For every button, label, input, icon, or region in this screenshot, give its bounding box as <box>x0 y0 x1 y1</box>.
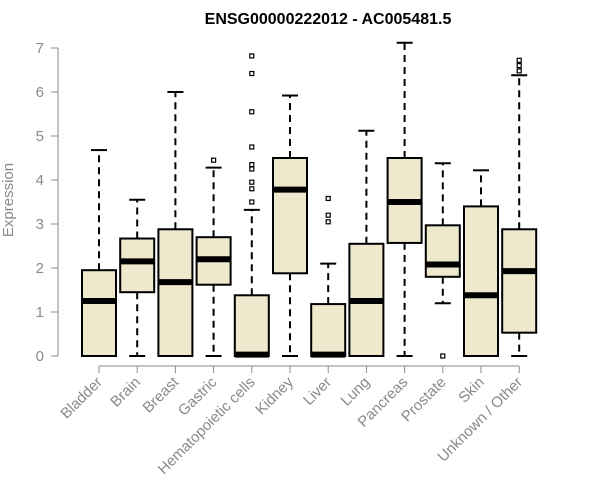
outlier-point <box>325 212 331 218</box>
y-tick-label: 5 <box>36 128 44 145</box>
y-tick-label: 6 <box>36 84 44 101</box>
outlier-point <box>249 179 255 185</box>
y-tick-label: 2 <box>36 260 44 277</box>
y-tick-label: 1 <box>36 304 44 321</box>
outlier-point <box>440 353 446 359</box>
iqr-box <box>424 224 461 278</box>
outlier-point <box>516 62 522 69</box>
box-1 <box>119 198 156 357</box>
outlier-point <box>516 57 522 63</box>
iqr-box <box>157 228 194 357</box>
iqr-box <box>119 237 156 294</box>
outlier-point <box>249 53 255 59</box>
outlier-point <box>211 157 217 163</box>
outlier-point <box>325 219 331 225</box>
box-4 <box>233 53 270 358</box>
y-tick-label: 7 <box>36 40 44 57</box>
iqr-box <box>501 228 538 334</box>
y-axis-label: Expression <box>0 163 17 237</box>
box-10 <box>463 169 499 357</box>
x-tick-label: Bladder <box>57 374 106 423</box>
x-tick-label: Brain <box>107 374 144 411</box>
x-tick-label: Kidney <box>252 373 297 418</box>
outlier-point <box>325 195 331 202</box>
box-5 <box>272 94 308 357</box>
box-2 <box>157 91 194 357</box>
box-6 <box>310 195 347 358</box>
box-11 <box>501 57 538 357</box>
outlier-point <box>249 162 255 168</box>
box-8 <box>386 41 423 357</box>
x-tick-label: Skin <box>455 374 488 407</box>
outlier-point <box>249 166 255 172</box>
y-tick-label: 0 <box>36 348 44 365</box>
iqr-box <box>272 157 308 275</box>
boxes <box>81 41 538 359</box>
y-axis: 0 1 2 3 4 5 6 7 <box>36 40 59 365</box>
iqr-box <box>310 303 347 357</box>
box-0 <box>81 149 117 358</box>
iqr-box <box>81 269 117 358</box>
x-tick-label: Liver <box>300 374 335 409</box>
outlier-point <box>249 144 255 150</box>
iqr-box <box>233 294 270 357</box>
y-tick-label: 4 <box>36 172 44 189</box>
box-3 <box>195 157 232 357</box>
chart-title: ENSG00000222012 - AC005481.5 <box>205 11 452 28</box>
outlier-point <box>249 186 255 192</box>
outlier-point <box>249 70 255 77</box>
outlier-point <box>516 68 522 74</box>
outlier-point <box>249 109 255 115</box>
outlier-point <box>249 199 255 205</box>
box-9 <box>424 162 461 359</box>
y-tick-label: 3 <box>36 216 44 233</box>
iqr-box <box>463 205 499 357</box>
box-7 <box>348 129 385 357</box>
